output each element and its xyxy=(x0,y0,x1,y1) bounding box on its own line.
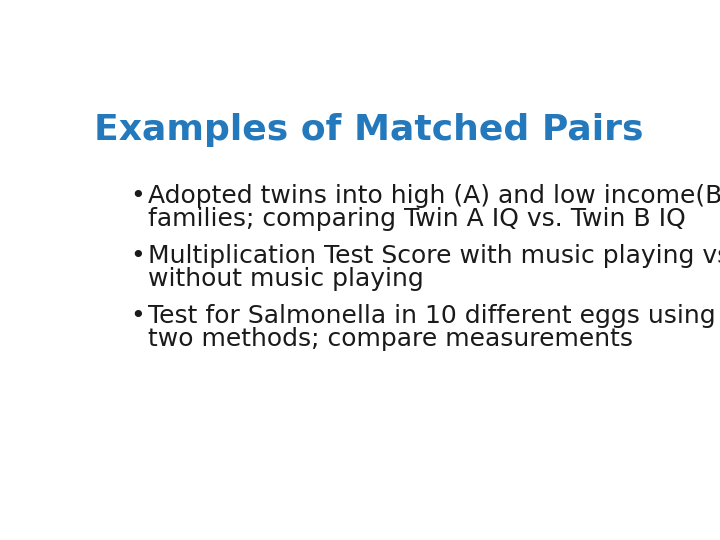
Text: Adopted twins into high (A) and low income(B): Adopted twins into high (A) and low inco… xyxy=(148,184,720,208)
Text: •: • xyxy=(130,244,145,268)
Text: •: • xyxy=(130,184,145,208)
Text: two methods; compare measurements: two methods; compare measurements xyxy=(148,327,633,352)
Text: •: • xyxy=(130,304,145,328)
Text: without music playing: without music playing xyxy=(148,267,424,291)
Text: Examples of Matched Pairs: Examples of Matched Pairs xyxy=(94,112,644,146)
Text: families; comparing Twin A IQ vs. Twin B IQ: families; comparing Twin A IQ vs. Twin B… xyxy=(148,207,686,231)
Text: Test for Salmonella in 10 different eggs using: Test for Salmonella in 10 different eggs… xyxy=(148,304,716,328)
Text: Multiplication Test Score with music playing vs.: Multiplication Test Score with music pla… xyxy=(148,244,720,268)
